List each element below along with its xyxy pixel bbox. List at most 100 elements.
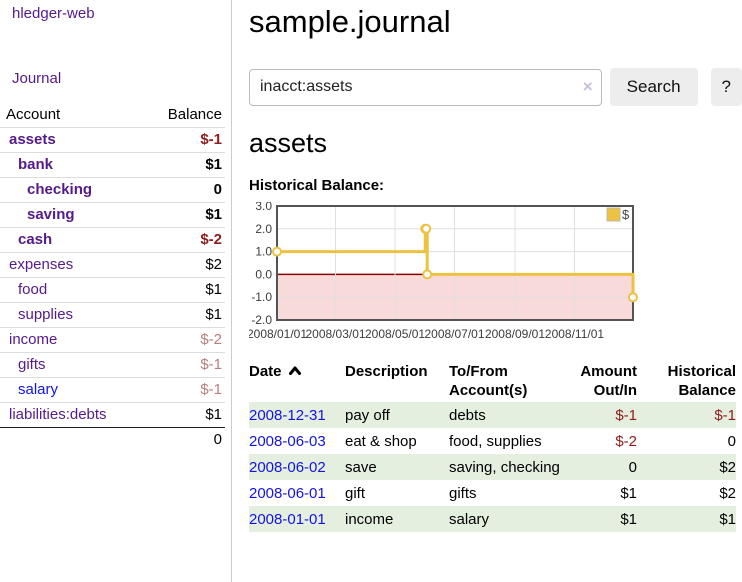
account-balance: $1: [205, 306, 222, 323]
transaction-date-link[interactable]: 2008-06-03: [249, 433, 326, 450]
sidebar-account-link-liabilities-debts[interactable]: liabilities:debts: [9, 406, 107, 423]
transaction-date-link[interactable]: 2008-12-31: [249, 407, 326, 424]
account-name-cell: cash: [0, 227, 142, 253]
transaction-accounts: debts: [449, 407, 486, 424]
account-balance: 0: [213, 181, 222, 198]
x-tick-label: 2008/11/01: [545, 327, 604, 341]
account-balance-cell: $-2: [141, 227, 225, 253]
chart-svg: $3.0 2.0 1.0 0.0 -1.0 -2.02008/01/012008/03/0…: [249, 202, 638, 341]
transaction-date-link[interactable]: 2008-06-01: [249, 485, 326, 502]
header-line1: Historical: [637, 362, 736, 381]
transaction-description: gift: [345, 485, 366, 502]
account-balance: $-1: [200, 381, 222, 398]
header-line2: Account(s): [449, 382, 528, 399]
search-form: × Search ?: [249, 68, 742, 106]
account-row: gifts $-1: [0, 352, 225, 378]
search-input-wrap: ×: [249, 68, 602, 106]
account-balance: $1: [205, 156, 222, 173]
header-label: To/From: [449, 363, 508, 380]
data-point-marker: [421, 223, 432, 234]
account-balance: $-1: [200, 131, 222, 148]
sidebar-account-link-expenses[interactable]: expenses: [9, 256, 74, 273]
account-balance: $-2: [200, 331, 222, 348]
account-balance: $2: [205, 256, 222, 273]
header-line1: Description: [345, 362, 449, 381]
header-line2: Out/In: [593, 382, 637, 399]
sidebar-account-link-supplies[interactable]: supplies: [18, 306, 74, 323]
transaction-amount: $1: [620, 485, 637, 502]
x-tick-label: 2008/01/01: [249, 327, 307, 341]
y-tick-label: 1.0: [255, 245, 272, 259]
legend-swatch: [606, 207, 621, 222]
sidebar-item-journal[interactable]: Journal: [12, 70, 62, 87]
account-heading: assets: [249, 128, 328, 158]
account-balance: $1: [205, 406, 222, 423]
clear-search-icon[interactable]: ×: [582, 76, 593, 96]
sidebar-account-link-cash[interactable]: cash: [18, 231, 53, 248]
account-balance-cell: $-2: [141, 327, 225, 353]
data-point-marker: [272, 246, 282, 257]
transaction-row: 2008-06-01 gift gifts $1 $2: [249, 480, 736, 506]
sidebar-account-link-assets[interactable]: assets: [9, 131, 56, 148]
transaction-description: save: [345, 459, 377, 476]
transaction-balance: 0: [727, 433, 736, 450]
account-name-cell: gifts: [0, 352, 142, 378]
account-row: checking 0: [0, 177, 225, 203]
account-balance-cell: $-1: [141, 127, 225, 153]
transaction-description: eat & shop: [345, 433, 417, 450]
search-input[interactable]: [249, 68, 602, 106]
legend-label: $: [622, 207, 630, 222]
transaction-row: 2008-06-02 save saving, checking 0 $2: [249, 454, 736, 480]
header-label: Description: [345, 363, 428, 380]
help-button[interactable]: ?: [710, 68, 742, 106]
transaction-accounts: food, supplies: [449, 433, 542, 450]
sidebar-account-link-income[interactable]: income: [9, 331, 58, 348]
data-point-marker: [628, 292, 638, 303]
account-row: salary $-1: [0, 377, 225, 403]
header-line1: Amount: [564, 362, 637, 381]
transaction-date-link[interactable]: 2008-06-02: [249, 459, 326, 476]
sidebar-account-link-salary[interactable]: salary: [18, 381, 59, 398]
sidebar-account-link-saving[interactable]: saving: [27, 206, 75, 223]
account-name-cell: checking: [0, 177, 142, 203]
main-content: sample.journal × Search ? assets Histori…: [249, 0, 742, 532]
register-header-historical: Historical Balance: [637, 360, 736, 402]
transaction-amount: $1: [620, 511, 637, 528]
transaction-balance: $-1: [714, 407, 736, 424]
y-tick-label: 2.0: [255, 222, 272, 236]
accounts-total-spacer: [0, 427, 142, 452]
plot-border: [276, 205, 634, 321]
accounts-total-row: 0: [0, 427, 225, 452]
account-balance-cell: $1: [141, 302, 225, 328]
transaction-row: 2008-12-31 pay off debts $-1 $-1: [249, 402, 736, 428]
register-header-amount: Amount Out/In: [564, 360, 637, 402]
transaction-description: income: [345, 511, 394, 528]
account-name-cell: supplies: [0, 302, 142, 328]
sidebar-account-link-food[interactable]: food: [18, 281, 48, 298]
x-tick-label: 2008/03/01: [305, 327, 365, 341]
accounts-header-account: Account: [6, 106, 61, 123]
transaction-accounts: salary: [449, 511, 490, 528]
sidebar-account-link-gifts[interactable]: gifts: [18, 356, 46, 373]
accounts-table: Account Balance assets $-1 bank $1 checking 0…: [0, 103, 225, 452]
account-name-cell: food: [0, 277, 142, 303]
account-balance: $1: [205, 281, 222, 298]
account-name-cell: liabilities:debts: [0, 402, 142, 428]
transaction-date-link[interactable]: 2008-01-01: [249, 511, 326, 528]
account-name-cell: assets: [0, 127, 142, 153]
sidebar-account-link-checking[interactable]: checking: [27, 181, 93, 198]
account-row: bank $1: [0, 152, 225, 178]
search-button[interactable]: Search: [609, 68, 698, 106]
register-header-date[interactable]: Date: [249, 360, 345, 402]
account-row: cash $-2: [0, 227, 225, 253]
brand-link[interactable]: hledger-web: [12, 5, 95, 22]
register-table-head: Date Description To/From Account(s) Amount Ou…: [249, 360, 736, 402]
transaction-amount: 0: [628, 459, 637, 476]
account-balance-cell: $1: [141, 152, 225, 178]
account-balance-cell: $1: [141, 402, 225, 428]
account-balance-cell: $-1: [141, 352, 225, 378]
account-name-cell: expenses: [0, 252, 142, 278]
account-balance-cell: 0: [141, 177, 225, 203]
sidebar-account-link-bank[interactable]: bank: [18, 156, 54, 173]
account-name-cell: saving: [0, 202, 142, 228]
